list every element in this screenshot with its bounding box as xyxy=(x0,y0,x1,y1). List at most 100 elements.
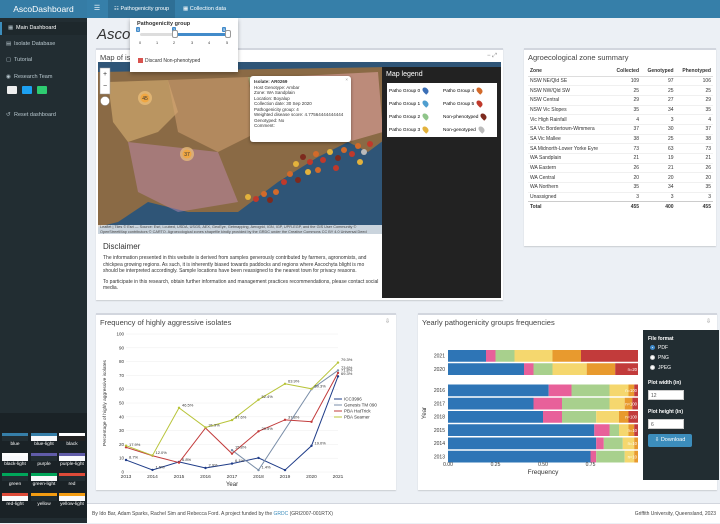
sidebar-item-tutorial[interactable]: ▢ Tutorial xyxy=(0,54,87,67)
zoom-control xyxy=(99,67,111,95)
column-header[interactable]: Genotyped xyxy=(641,66,676,77)
skin-red[interactable]: red xyxy=(58,473,86,487)
table-cell: 109 xyxy=(610,75,642,86)
map-marker[interactable] xyxy=(313,151,319,157)
data-label: 12.0% xyxy=(156,450,168,455)
map-marker[interactable] xyxy=(300,154,306,160)
table-cell: 455 xyxy=(675,201,713,212)
data-point xyxy=(336,361,340,364)
data-point xyxy=(336,375,340,378)
x-tick-label: 0.25 xyxy=(491,462,501,468)
sidebar-item-reset-dashboard[interactable]: ↺ Reset dashboard xyxy=(0,109,87,122)
map-marker[interactable] xyxy=(357,159,363,165)
data-label: 2.9% xyxy=(209,462,219,467)
skin-blue[interactable]: blue xyxy=(1,433,29,447)
map-marker[interactable] xyxy=(287,171,293,177)
table-cell: WA Northern xyxy=(528,182,611,193)
tab-collection-data[interactable]: ▦ Collection data xyxy=(183,6,227,12)
download-icon[interactable]: ⇩ xyxy=(384,319,390,325)
map-marker[interactable] xyxy=(320,157,326,163)
map-marker[interactable] xyxy=(245,194,251,200)
plot-width-input[interactable]: 12 xyxy=(648,390,684,400)
skin-black[interactable]: black xyxy=(58,433,86,447)
map-marker[interactable] xyxy=(267,197,273,203)
locate-button[interactable] xyxy=(100,96,110,106)
skin-black-light[interactable]: black-light xyxy=(1,453,29,467)
bar-label: n=100 xyxy=(625,401,637,406)
skin-blue-light[interactable]: blue-light xyxy=(30,433,58,447)
map-marker[interactable] xyxy=(333,165,339,171)
expand-icon[interactable]: ⤢ xyxy=(492,53,497,59)
slider-low-handle[interactable] xyxy=(172,30,178,38)
website-icon[interactable] xyxy=(37,86,47,94)
map-marker[interactable] xyxy=(293,161,299,167)
map-marker[interactable] xyxy=(341,147,347,153)
data-label: 1.5% xyxy=(156,464,166,469)
tab-pathogenicity-group[interactable]: ☷ Pathogenicity group xyxy=(108,0,176,18)
y-tick-label: 2020 xyxy=(434,367,445,373)
map-marker[interactable] xyxy=(367,141,373,147)
map-marker[interactable] xyxy=(273,189,279,195)
map-marker[interactable] xyxy=(327,149,333,155)
column-header[interactable]: Phenotyped xyxy=(675,66,713,77)
x-tick-label: 2020 xyxy=(306,474,317,480)
column-header[interactable]: Collected xyxy=(610,66,642,77)
skin-purple[interactable]: purple xyxy=(30,453,58,467)
map-marker[interactable] xyxy=(295,177,301,183)
plot-height-input[interactable]: 6 xyxy=(648,419,684,429)
map-marker[interactable] xyxy=(355,143,361,149)
bar-segment xyxy=(552,350,581,362)
map-marker[interactable] xyxy=(307,159,313,165)
zoom-out-button[interactable]: − xyxy=(103,83,107,90)
table-cell: 30 xyxy=(641,123,676,135)
slider-high-handle[interactable] xyxy=(225,30,231,38)
skin-red-light[interactable]: red-light xyxy=(1,493,29,507)
table-cell: Unassigned xyxy=(528,191,611,202)
table-cell: SA Midnorth-Lower Yorke Eyre xyxy=(528,143,611,154)
series-line xyxy=(125,362,339,457)
skin-green[interactable]: green xyxy=(1,473,29,487)
x-tick-label: 0.50 xyxy=(538,462,548,468)
skin-green-light[interactable]: green-light xyxy=(30,473,58,487)
map-marker[interactable] xyxy=(261,191,267,197)
map-marker[interactable] xyxy=(305,169,311,175)
y-tick-label: 30 xyxy=(119,428,125,433)
format-option-pdf[interactable]: PDF xyxy=(650,345,668,351)
format-option-jpeg[interactable]: JPEG xyxy=(650,365,671,371)
table-cell: NSW NW/Qld SW xyxy=(528,85,611,96)
column-header[interactable]: Zone xyxy=(528,66,611,77)
map-marker[interactable] xyxy=(315,167,321,173)
dashboard-icon: ▦ xyxy=(8,25,14,31)
download-button[interactable]: ⇩ Download xyxy=(648,434,692,447)
map-marker[interactable] xyxy=(361,149,367,155)
twitter-icon[interactable] xyxy=(22,86,32,94)
hamburger-menu-icon[interactable]: ☰ xyxy=(93,5,101,12)
data-point xyxy=(283,418,287,422)
minimize-icon[interactable]: − xyxy=(487,53,491,59)
sidebar-item-isolate-database[interactable]: ▤ Isolate Database xyxy=(0,38,87,51)
discard-non-phenotyped-checkbox[interactable]: Discard Non-phenotyped xyxy=(138,58,200,64)
popup-close-icon[interactable]: × xyxy=(345,77,348,82)
slider-tick: 4 xyxy=(208,41,211,45)
map-marker[interactable] xyxy=(335,155,341,161)
cluster-marker-45-core xyxy=(140,93,150,103)
sidebar-item-research-team[interactable]: ◉ Research Team xyxy=(0,71,87,84)
skin-yellow[interactable]: yellow xyxy=(30,493,58,507)
data-point xyxy=(124,446,128,449)
grdc-link[interactable]: GRDC xyxy=(273,511,289,517)
data-label: 69.3% xyxy=(341,371,353,376)
table-cell: WA Sandplain xyxy=(528,153,611,164)
x-tick-label: 0.75 xyxy=(586,462,596,468)
app-logo[interactable]: AscoDashboard xyxy=(0,0,87,18)
map-marker[interactable] xyxy=(349,151,355,157)
download-icon[interactable]: ⇩ xyxy=(705,319,711,325)
skin-purple-light[interactable]: purple-light xyxy=(58,453,86,467)
map-marker[interactable] xyxy=(253,196,259,202)
sidebar-item-main-dashboard[interactable]: ▦ Main Dashboard xyxy=(0,22,87,35)
skin-yellow-light[interactable]: yellow-light xyxy=(58,493,86,507)
email-icon[interactable] xyxy=(7,86,17,94)
format-option-png[interactable]: PNG xyxy=(650,355,669,361)
zoom-in-button[interactable]: + xyxy=(103,71,107,78)
map-marker[interactable] xyxy=(281,179,287,185)
series-line xyxy=(125,376,339,471)
